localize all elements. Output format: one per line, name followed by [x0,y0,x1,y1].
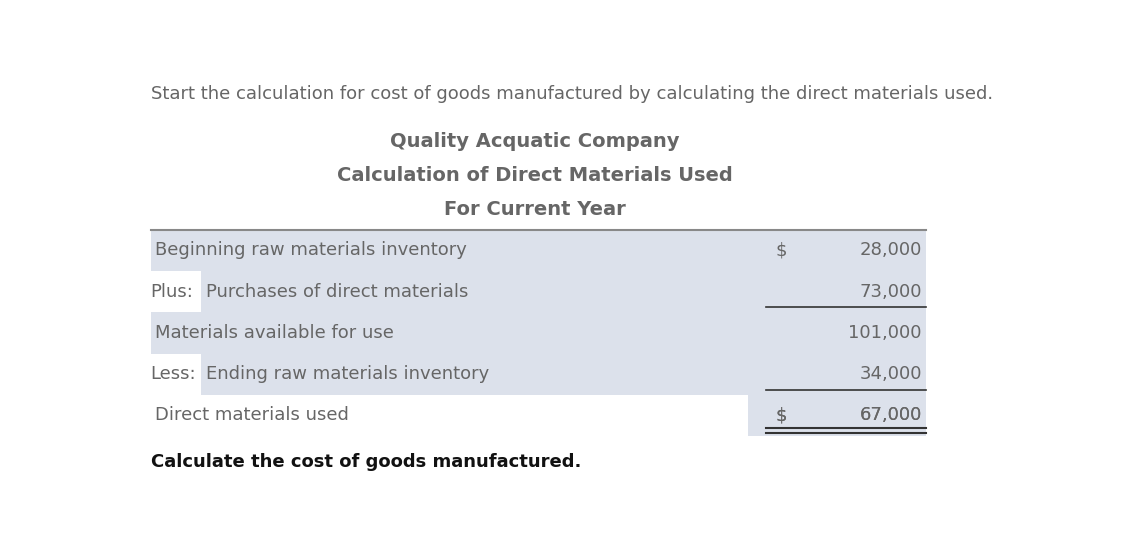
Bar [150,230,926,395]
Bar [150,354,201,395]
Text: Ending raw materials inventory: Ending raw materials inventory [205,365,489,383]
Text: 67,000: 67,000 [860,406,922,424]
Text: Less:: Less: [150,365,196,383]
Text: 73,000: 73,000 [860,283,922,301]
Text: 34,000: 34,000 [860,365,922,383]
Text: $: $ [775,406,786,424]
Text: Purchases of direct materials: Purchases of direct materials [205,283,468,301]
Bar [150,271,201,312]
Text: Direct materials used: Direct materials used [155,406,349,424]
Text: 67,000: 67,000 [860,406,922,424]
Bar [748,395,926,436]
Text: Plus:: Plus: [150,283,194,301]
Text: $: $ [775,406,786,424]
Text: For Current Year: For Current Year [444,200,626,219]
Text: Start the calculation for cost of goods manufactured by calculating the direct m: Start the calculation for cost of goods … [150,86,993,103]
Text: $: $ [775,241,786,259]
Text: Beginning raw materials inventory: Beginning raw materials inventory [155,241,467,259]
Text: 101,000: 101,000 [848,324,922,342]
Text: Materials available for use: Materials available for use [155,324,394,342]
Text: Calculate the cost of goods manufactured.: Calculate the cost of goods manufactured… [150,453,581,471]
Text: Quality Acquatic Company: Quality Acquatic Company [390,132,680,151]
Text: 28,000: 28,000 [860,241,922,259]
Text: Calculation of Direct Materials Used: Calculation of Direct Materials Used [338,166,732,185]
